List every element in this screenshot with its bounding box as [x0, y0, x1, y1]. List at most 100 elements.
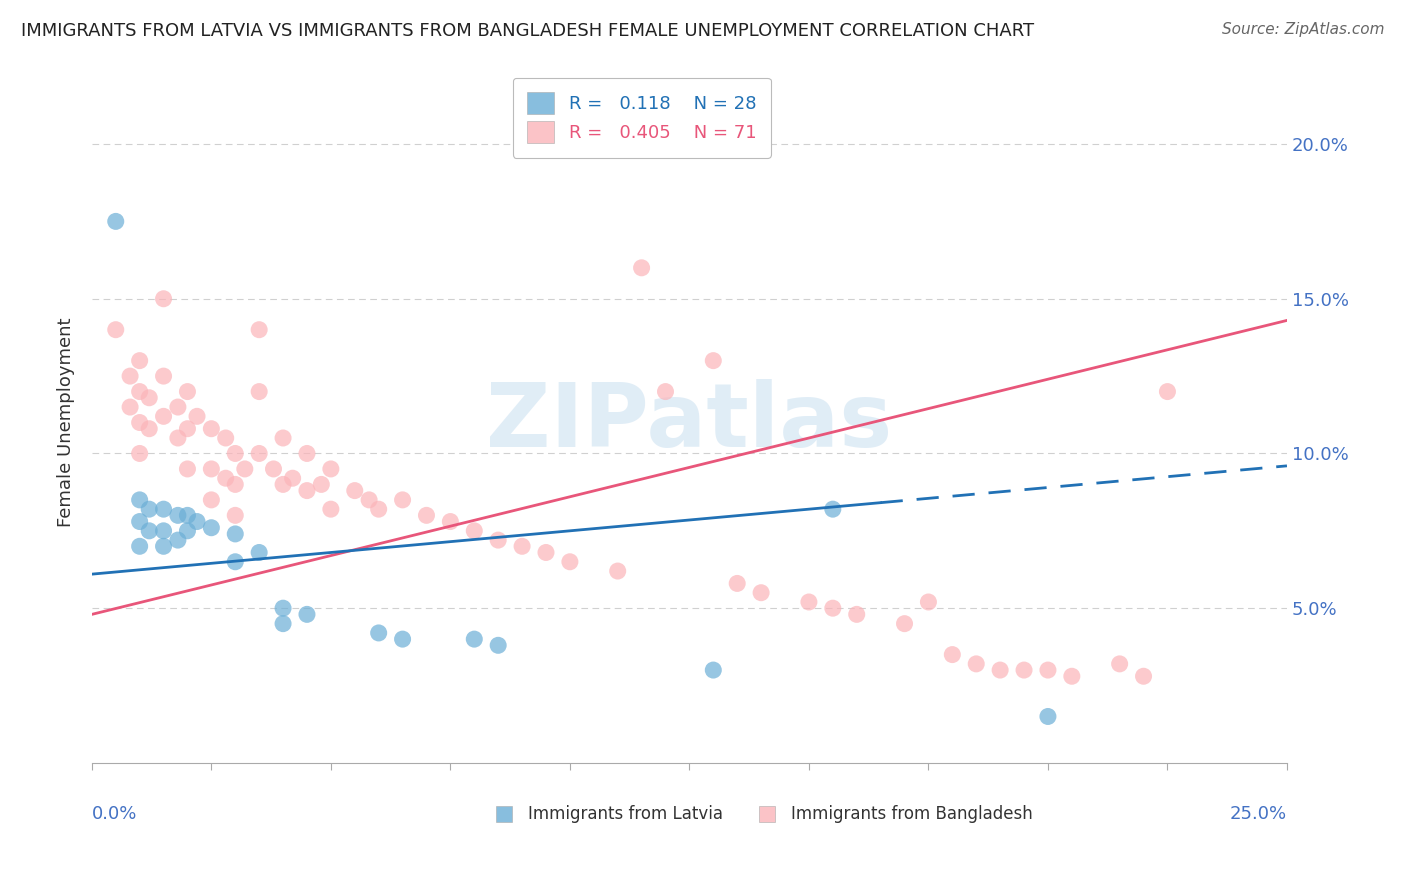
Point — [439, 515, 461, 529]
Point — [271, 616, 294, 631]
Point — [247, 384, 270, 399]
Point — [311, 477, 333, 491]
Point — [1132, 669, 1154, 683]
Point — [893, 616, 915, 631]
Point — [391, 632, 413, 647]
Point — [391, 492, 413, 507]
Point — [224, 508, 246, 523]
Point — [941, 648, 963, 662]
Point — [152, 502, 174, 516]
Point — [152, 409, 174, 424]
Point — [128, 446, 150, 460]
Point — [606, 564, 628, 578]
Point — [215, 431, 238, 445]
Point — [558, 555, 581, 569]
Point — [749, 585, 772, 599]
Point — [176, 422, 198, 436]
Point — [128, 539, 150, 553]
Point — [1036, 709, 1059, 723]
Point — [630, 260, 652, 275]
Point — [224, 477, 246, 491]
Point — [534, 545, 557, 559]
Point — [120, 369, 142, 384]
Point — [281, 471, 304, 485]
Text: Immigrants from Latvia: Immigrants from Latvia — [529, 805, 723, 823]
Point — [128, 492, 150, 507]
Point — [797, 595, 820, 609]
Point — [138, 524, 160, 538]
Point — [176, 524, 198, 538]
Point — [510, 539, 533, 553]
Legend: R =   0.118    N = 28, R =   0.405    N = 71: R = 0.118 N = 28, R = 0.405 N = 71 — [513, 78, 770, 158]
Point — [319, 502, 342, 516]
Point — [167, 508, 190, 523]
Point — [247, 446, 270, 460]
Point — [463, 632, 485, 647]
Point — [463, 524, 485, 538]
Point — [271, 477, 294, 491]
Text: IMMIGRANTS FROM LATVIA VS IMMIGRANTS FROM BANGLADESH FEMALE UNEMPLOYMENT CORRELA: IMMIGRANTS FROM LATVIA VS IMMIGRANTS FRO… — [21, 22, 1035, 40]
Point — [128, 515, 150, 529]
Point — [128, 416, 150, 430]
Point — [176, 508, 198, 523]
Point — [702, 353, 724, 368]
Point — [128, 384, 150, 399]
Point — [152, 292, 174, 306]
Point — [247, 545, 270, 559]
Point — [319, 462, 342, 476]
Point — [295, 607, 318, 622]
Point — [104, 214, 127, 228]
Point — [343, 483, 366, 498]
Point — [176, 384, 198, 399]
Point — [104, 323, 127, 337]
Point — [821, 502, 844, 516]
Point — [965, 657, 987, 671]
Point — [128, 353, 150, 368]
Point — [821, 601, 844, 615]
Point — [224, 446, 246, 460]
Point — [167, 431, 190, 445]
Point — [200, 462, 222, 476]
Point — [263, 462, 285, 476]
Point — [138, 391, 160, 405]
Point — [120, 400, 142, 414]
Point — [1156, 384, 1178, 399]
Point — [167, 533, 190, 548]
Point — [725, 576, 748, 591]
Point — [367, 502, 389, 516]
Text: 25.0%: 25.0% — [1230, 805, 1286, 823]
Point — [917, 595, 939, 609]
Text: Source: ZipAtlas.com: Source: ZipAtlas.com — [1222, 22, 1385, 37]
Point — [486, 638, 509, 652]
Point — [295, 483, 318, 498]
Point — [367, 626, 389, 640]
Point — [186, 515, 208, 529]
Point — [138, 502, 160, 516]
Point — [200, 521, 222, 535]
Point — [654, 384, 676, 399]
Point — [152, 524, 174, 538]
Point — [1012, 663, 1035, 677]
Point — [247, 323, 270, 337]
Point — [224, 555, 246, 569]
Point — [152, 539, 174, 553]
Point — [845, 607, 868, 622]
Point — [415, 508, 437, 523]
Point — [1036, 663, 1059, 677]
Point — [359, 492, 381, 507]
Point — [295, 446, 318, 460]
Point — [176, 462, 198, 476]
Point — [1108, 657, 1130, 671]
Text: ZIPatlas: ZIPatlas — [486, 379, 893, 466]
Y-axis label: Female Unemployment: Female Unemployment — [58, 318, 75, 527]
Point — [200, 422, 222, 436]
Text: Immigrants from Bangladesh: Immigrants from Bangladesh — [792, 805, 1033, 823]
Point — [215, 471, 238, 485]
Point — [186, 409, 208, 424]
Point — [271, 601, 294, 615]
Text: 0.0%: 0.0% — [91, 805, 138, 823]
Point — [200, 492, 222, 507]
Point — [152, 369, 174, 384]
Point — [486, 533, 509, 548]
Point — [702, 663, 724, 677]
